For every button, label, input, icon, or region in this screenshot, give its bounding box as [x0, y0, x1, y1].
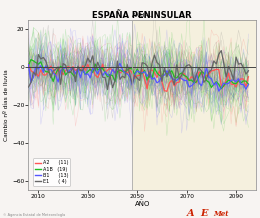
Legend: A2      (11), A1B   (19), B1      (13), E1      ( 4): A2 (11), A1B (19), B1 (13), E1 ( 4) — [33, 158, 70, 186]
Text: Met: Met — [213, 209, 229, 218]
X-axis label: AÑO: AÑO — [134, 201, 150, 207]
Text: A: A — [187, 209, 195, 218]
Text: ANUAL: ANUAL — [132, 13, 153, 18]
Y-axis label: Cambio nº días de lluvia: Cambio nº días de lluvia — [4, 69, 9, 141]
Text: E: E — [200, 209, 207, 218]
Title: ESPAÑA PENINSULAR: ESPAÑA PENINSULAR — [92, 11, 192, 20]
Text: © Agencia Estatal de Meteorología: © Agencia Estatal de Meteorología — [3, 213, 65, 217]
Bar — [132, 20, 256, 190]
